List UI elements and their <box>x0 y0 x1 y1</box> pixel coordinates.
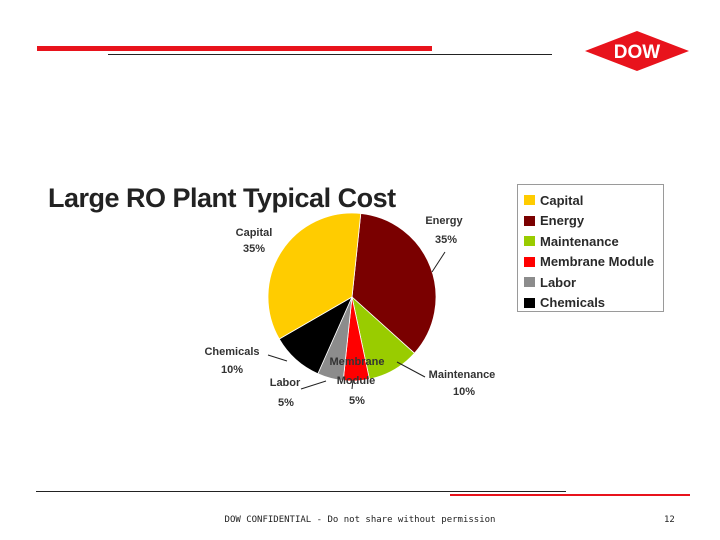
slice-label-capital-name: Capital <box>236 227 273 239</box>
legend-swatch <box>524 215 535 226</box>
confidential-notice: DOW CONFIDENTIAL - Do not share without … <box>224 515 496 525</box>
slice-label-chemicals-name: Chemicals <box>204 346 259 358</box>
legend-swatch <box>524 277 535 288</box>
footer-rule <box>36 491 566 492</box>
legend-label: Membrane Module <box>540 254 655 270</box>
legend-swatch <box>524 236 535 247</box>
slide-title: Large RO Plant Typical Cost <box>48 183 396 213</box>
slice-label-labor-value: 5% <box>278 397 294 409</box>
leader-maintenance <box>396 361 426 378</box>
legend-item-membrane-module: Membrane Module <box>524 252 663 273</box>
chart-legend: Capital Energy Maintenance Membrane Module L… <box>517 184 664 312</box>
header-rule <box>108 54 552 55</box>
slice-label-maintenance-name: Maintenance <box>429 369 496 381</box>
legend-swatch <box>524 256 535 267</box>
legend-label: Capital <box>540 192 584 208</box>
dow-logo-diamond <box>585 31 689 71</box>
leader-chemicals <box>267 354 288 362</box>
page-number: 12 <box>664 515 675 525</box>
legend-item-labor: Labor <box>524 272 663 293</box>
slice-label-capital-value: 35% <box>243 243 265 255</box>
slice-label-energy-value: 35% <box>435 234 457 246</box>
footer-red-bar <box>450 494 690 496</box>
legend-label: Maintenance <box>540 233 619 249</box>
legend-label: Energy <box>540 213 585 229</box>
leader-energy <box>431 251 446 273</box>
dow-logo-text: DOW <box>614 42 661 63</box>
legend-item-maintenance: Maintenance <box>524 231 663 252</box>
legend-swatch <box>524 195 535 206</box>
pie-slice-capital <box>267 212 362 340</box>
legend-item-capital: Capital <box>524 190 663 211</box>
legend-label: Chemicals <box>540 295 606 311</box>
slice-label-membrane-module-value: 5% <box>349 395 365 407</box>
slice-label-energy-name: Energy <box>425 215 463 227</box>
legend-item-energy: Energy <box>524 211 663 232</box>
slice-label-membrane-module-line2: Module <box>337 375 376 387</box>
header-red-bar <box>37 46 432 51</box>
leader-membrane-module <box>351 379 354 390</box>
pie-slice-energy <box>351 213 437 354</box>
slice-label-membrane-module-line1: Membrane <box>329 356 384 368</box>
legend-item-chemicals: Chemicals <box>524 293 663 314</box>
dow-logo: DOW <box>585 31 689 71</box>
slice-label-chemicals-value: 10% <box>221 364 243 376</box>
leader-labor <box>300 380 327 390</box>
slice-label-maintenance-value: 10% <box>453 386 475 398</box>
legend-swatch <box>524 297 535 308</box>
slice-label-labor-name: Labor <box>270 377 301 389</box>
legend-label: Labor <box>540 274 577 290</box>
